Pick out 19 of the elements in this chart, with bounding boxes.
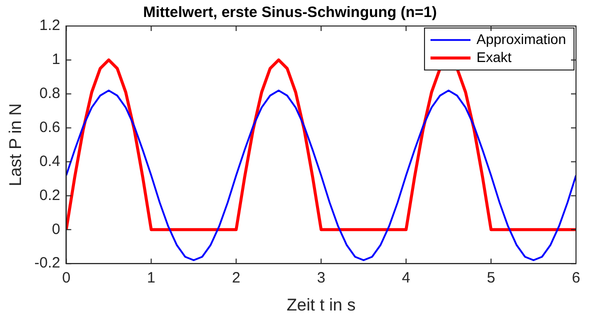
x-tick-label: 2: [232, 270, 240, 287]
y-tick-label: 0.6: [39, 118, 60, 136]
y-tick-label: 0.8: [39, 85, 60, 102]
legend-label: Exakt: [476, 48, 512, 65]
y-tick-label: 1.2: [39, 17, 60, 34]
x-axis-title: Zeit t in s: [286, 295, 356, 314]
y-tick-label: 0.4: [39, 152, 60, 170]
y-tick-label: 0.2: [39, 186, 60, 204]
x-tick-label: 3: [316, 270, 326, 287]
y-tick-label: -0.2: [34, 254, 60, 272]
y-tick-label: 1: [52, 51, 60, 68]
x-tick-label: 1: [147, 270, 156, 287]
x-tick-label: 6: [572, 270, 580, 287]
y-axis-title: Last P in N: [6, 103, 25, 186]
y-tick-label: 0: [52, 220, 60, 238]
legend-label: Approximation: [476, 30, 566, 47]
chart-title: Mittelwert, erste Sinus-Schwingung (n=1): [143, 4, 437, 22]
x-tick-label: 4: [402, 270, 410, 287]
x-tick-label: 5: [486, 270, 496, 287]
